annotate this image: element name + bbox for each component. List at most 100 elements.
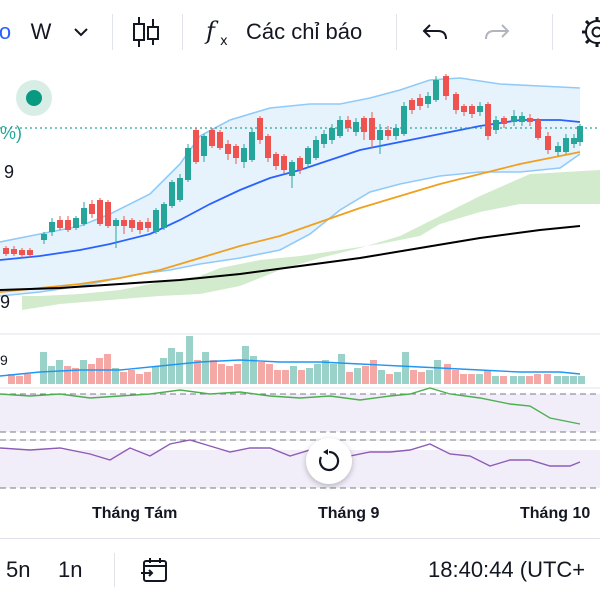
candle	[433, 80, 439, 100]
time-label: Tháng Tám	[92, 505, 177, 523]
candle	[97, 200, 103, 224]
goto-date-button[interactable]	[140, 539, 170, 601]
candle	[485, 104, 491, 136]
candle	[185, 148, 191, 180]
undo-icon	[422, 21, 448, 43]
candle	[453, 94, 459, 110]
range-1d-button[interactable]: 1n	[58, 539, 82, 601]
time-label: Tháng 9	[318, 505, 379, 523]
svg-text:x: x	[220, 34, 228, 49]
candle	[105, 202, 111, 226]
candle	[153, 210, 159, 232]
clock-label: 18:40:44 (UTC+	[428, 557, 585, 583]
candle	[11, 249, 17, 254]
candle	[249, 132, 255, 160]
candle	[535, 120, 541, 138]
candle	[49, 222, 55, 232]
candle	[217, 132, 223, 148]
candle	[493, 120, 499, 130]
status-indicator[interactable]	[16, 80, 52, 116]
candle	[345, 120, 351, 128]
settings-button[interactable]	[572, 0, 600, 64]
interval-label: W	[31, 19, 52, 45]
candle	[461, 106, 467, 112]
candle	[265, 136, 271, 158]
candle	[65, 220, 71, 230]
gear-icon	[580, 15, 600, 49]
interval-button[interactable]: W	[24, 0, 58, 64]
candle	[329, 128, 335, 140]
candlestick-icon	[131, 15, 161, 49]
interval-dropdown-button[interactable]	[66, 0, 96, 64]
candle	[297, 158, 303, 170]
function-icon: f x	[204, 15, 236, 49]
chart-canvas[interactable]	[0, 64, 600, 534]
chevron-down-icon	[73, 27, 89, 37]
volume-bars	[8, 336, 585, 384]
candle	[571, 138, 577, 144]
chart-type-button[interactable]	[124, 0, 168, 64]
candle	[201, 136, 207, 156]
range-5d-label: 5n	[6, 557, 30, 583]
indicators-label: Các chỉ báo	[246, 19, 362, 45]
candle	[369, 118, 375, 140]
candle	[409, 100, 415, 110]
top-toolbar: o W f x Các chỉ báo	[0, 0, 600, 64]
clock-timezone-button[interactable]: 18:40:44 (UTC+	[428, 539, 585, 601]
status-dot-icon	[26, 90, 42, 106]
candle	[305, 148, 311, 164]
undo-button[interactable]	[414, 0, 456, 64]
candle	[443, 76, 449, 96]
candle	[177, 178, 183, 200]
candle	[81, 208, 87, 224]
svg-text:f: f	[204, 17, 219, 45]
candle	[161, 204, 167, 228]
candle	[511, 116, 517, 122]
bottom-bar: 5n 1n 18:40:44 (UTC+	[0, 538, 600, 601]
candle	[545, 136, 551, 150]
percent-label: %)	[0, 123, 22, 144]
candle	[89, 204, 95, 214]
reset-icon	[316, 448, 342, 474]
indicators-button[interactable]: f x Các chỉ báo	[204, 0, 380, 64]
symbol-edge[interactable]: o	[0, 0, 10, 64]
candle	[477, 106, 483, 112]
candle	[273, 154, 279, 166]
candle	[313, 140, 319, 158]
reset-chart-button[interactable]	[306, 438, 352, 484]
candle	[169, 182, 175, 206]
candle	[225, 144, 231, 154]
candle	[145, 222, 151, 228]
rsi-band	[0, 394, 600, 432]
candle	[19, 250, 25, 255]
candle	[337, 120, 343, 136]
time-label: Tháng 10	[520, 505, 590, 523]
candle	[555, 146, 561, 152]
osc-band	[0, 450, 600, 488]
candle	[129, 220, 135, 228]
candle	[3, 248, 9, 254]
candle	[501, 118, 507, 124]
redo-button[interactable]	[476, 0, 518, 64]
candle	[113, 220, 119, 226]
chart-area[interactable]	[0, 64, 600, 534]
candle	[57, 220, 63, 228]
candle	[257, 118, 263, 140]
candle	[401, 106, 407, 134]
candle	[353, 122, 359, 132]
volume-tick: 9	[0, 352, 8, 368]
price-tick: 9	[4, 162, 14, 183]
candle	[577, 126, 583, 142]
calendar-goto-icon	[140, 556, 170, 584]
candle	[361, 118, 367, 132]
candle	[425, 96, 431, 104]
candle	[233, 146, 239, 158]
candle	[241, 148, 247, 162]
range-1d-label: 1n	[58, 557, 82, 583]
candle	[417, 98, 423, 106]
redo-icon	[484, 21, 510, 43]
price-tick: 9	[0, 292, 10, 313]
range-5d-button[interactable]: 5n	[6, 539, 30, 601]
candle	[209, 130, 215, 146]
candle	[41, 234, 47, 240]
